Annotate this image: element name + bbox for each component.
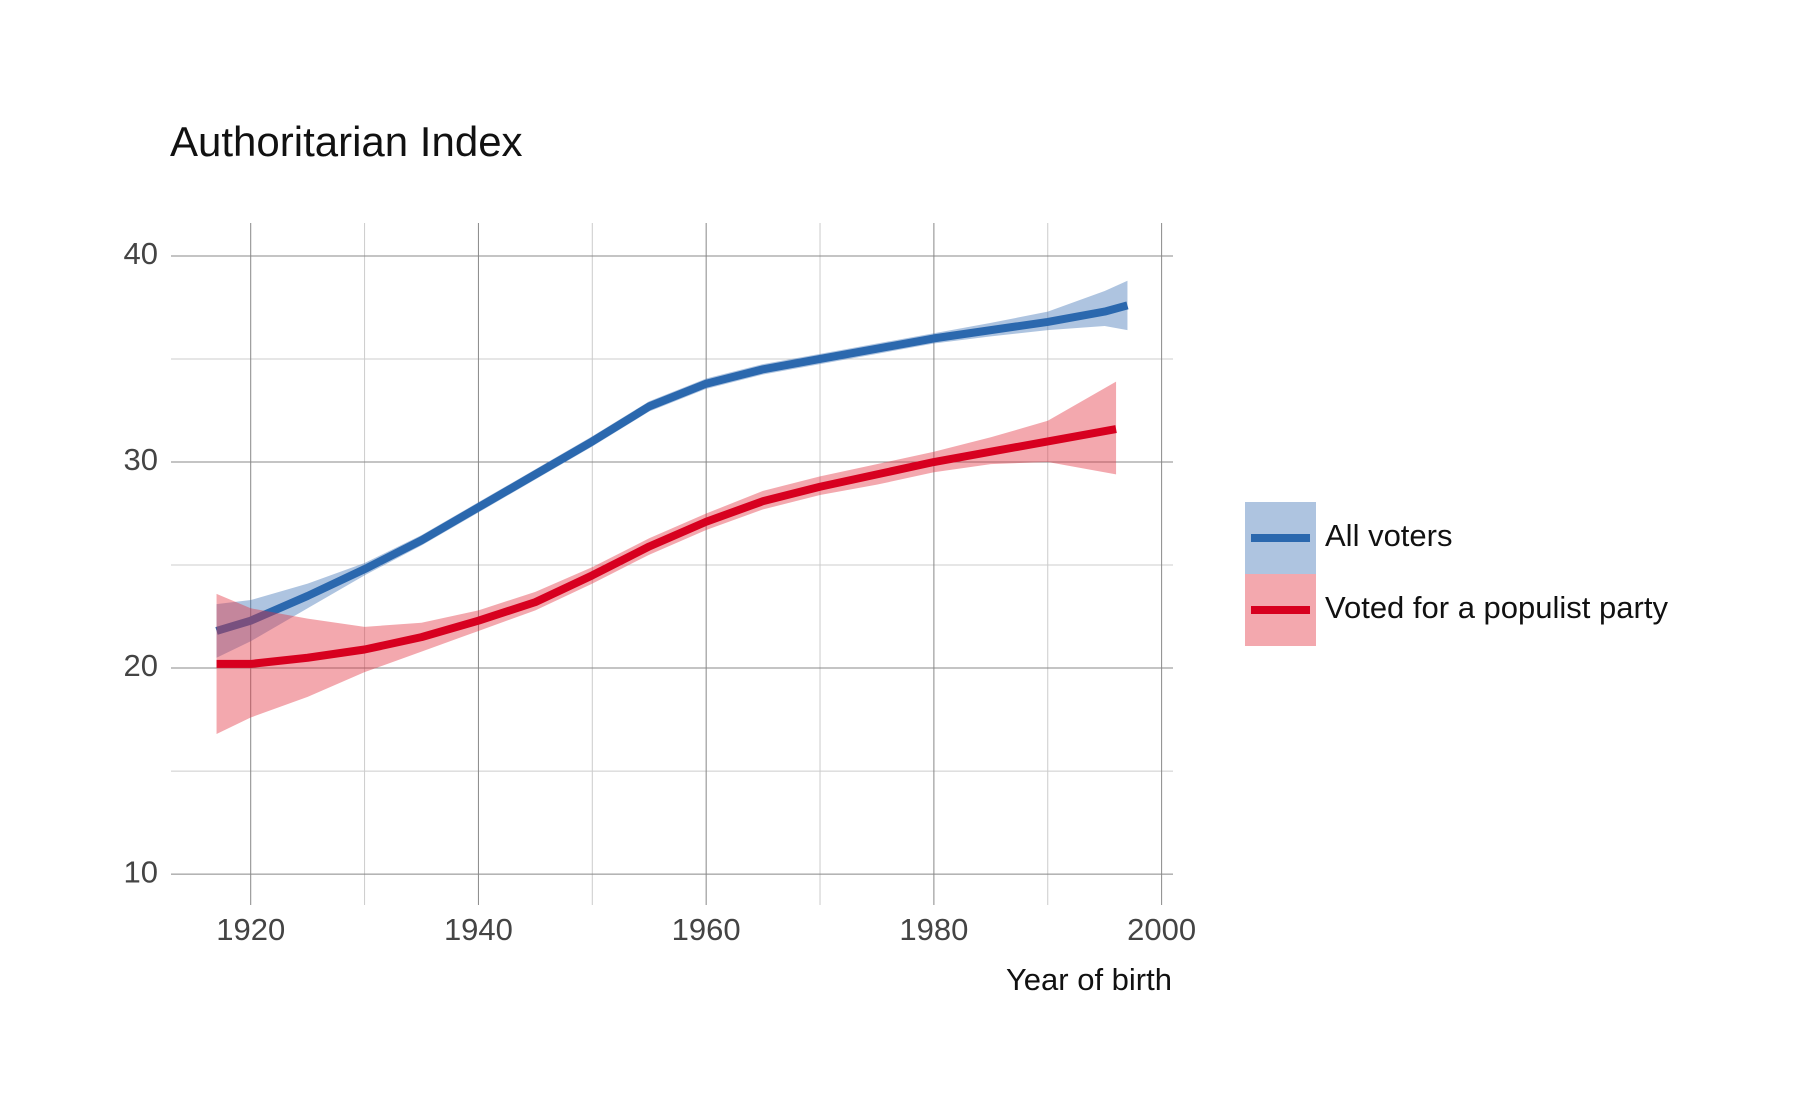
line [216, 425, 1117, 668]
y-tick-label: 20 [124, 648, 158, 683]
x-axis-label: Year of birth [1006, 962, 1172, 997]
legend-label: Voted for a populist party [1325, 590, 1668, 625]
chart-title: Authoritarian Index [170, 118, 523, 165]
confidence-band [216, 280, 1128, 658]
legend-label: All voters [1325, 518, 1452, 553]
y-tick-label: 30 [124, 442, 158, 477]
y-tick-label: 40 [124, 236, 158, 271]
confidence-band [216, 381, 1117, 734]
line [215, 301, 1129, 635]
x-tick-label: 1920 [216, 912, 285, 947]
x-tick-label: 1980 [899, 912, 968, 947]
x-tick-label: 1940 [444, 912, 513, 947]
y-tick-label: 10 [124, 854, 158, 889]
x-tick-label: 1960 [672, 912, 741, 947]
x-tick-label: 2000 [1127, 912, 1196, 947]
